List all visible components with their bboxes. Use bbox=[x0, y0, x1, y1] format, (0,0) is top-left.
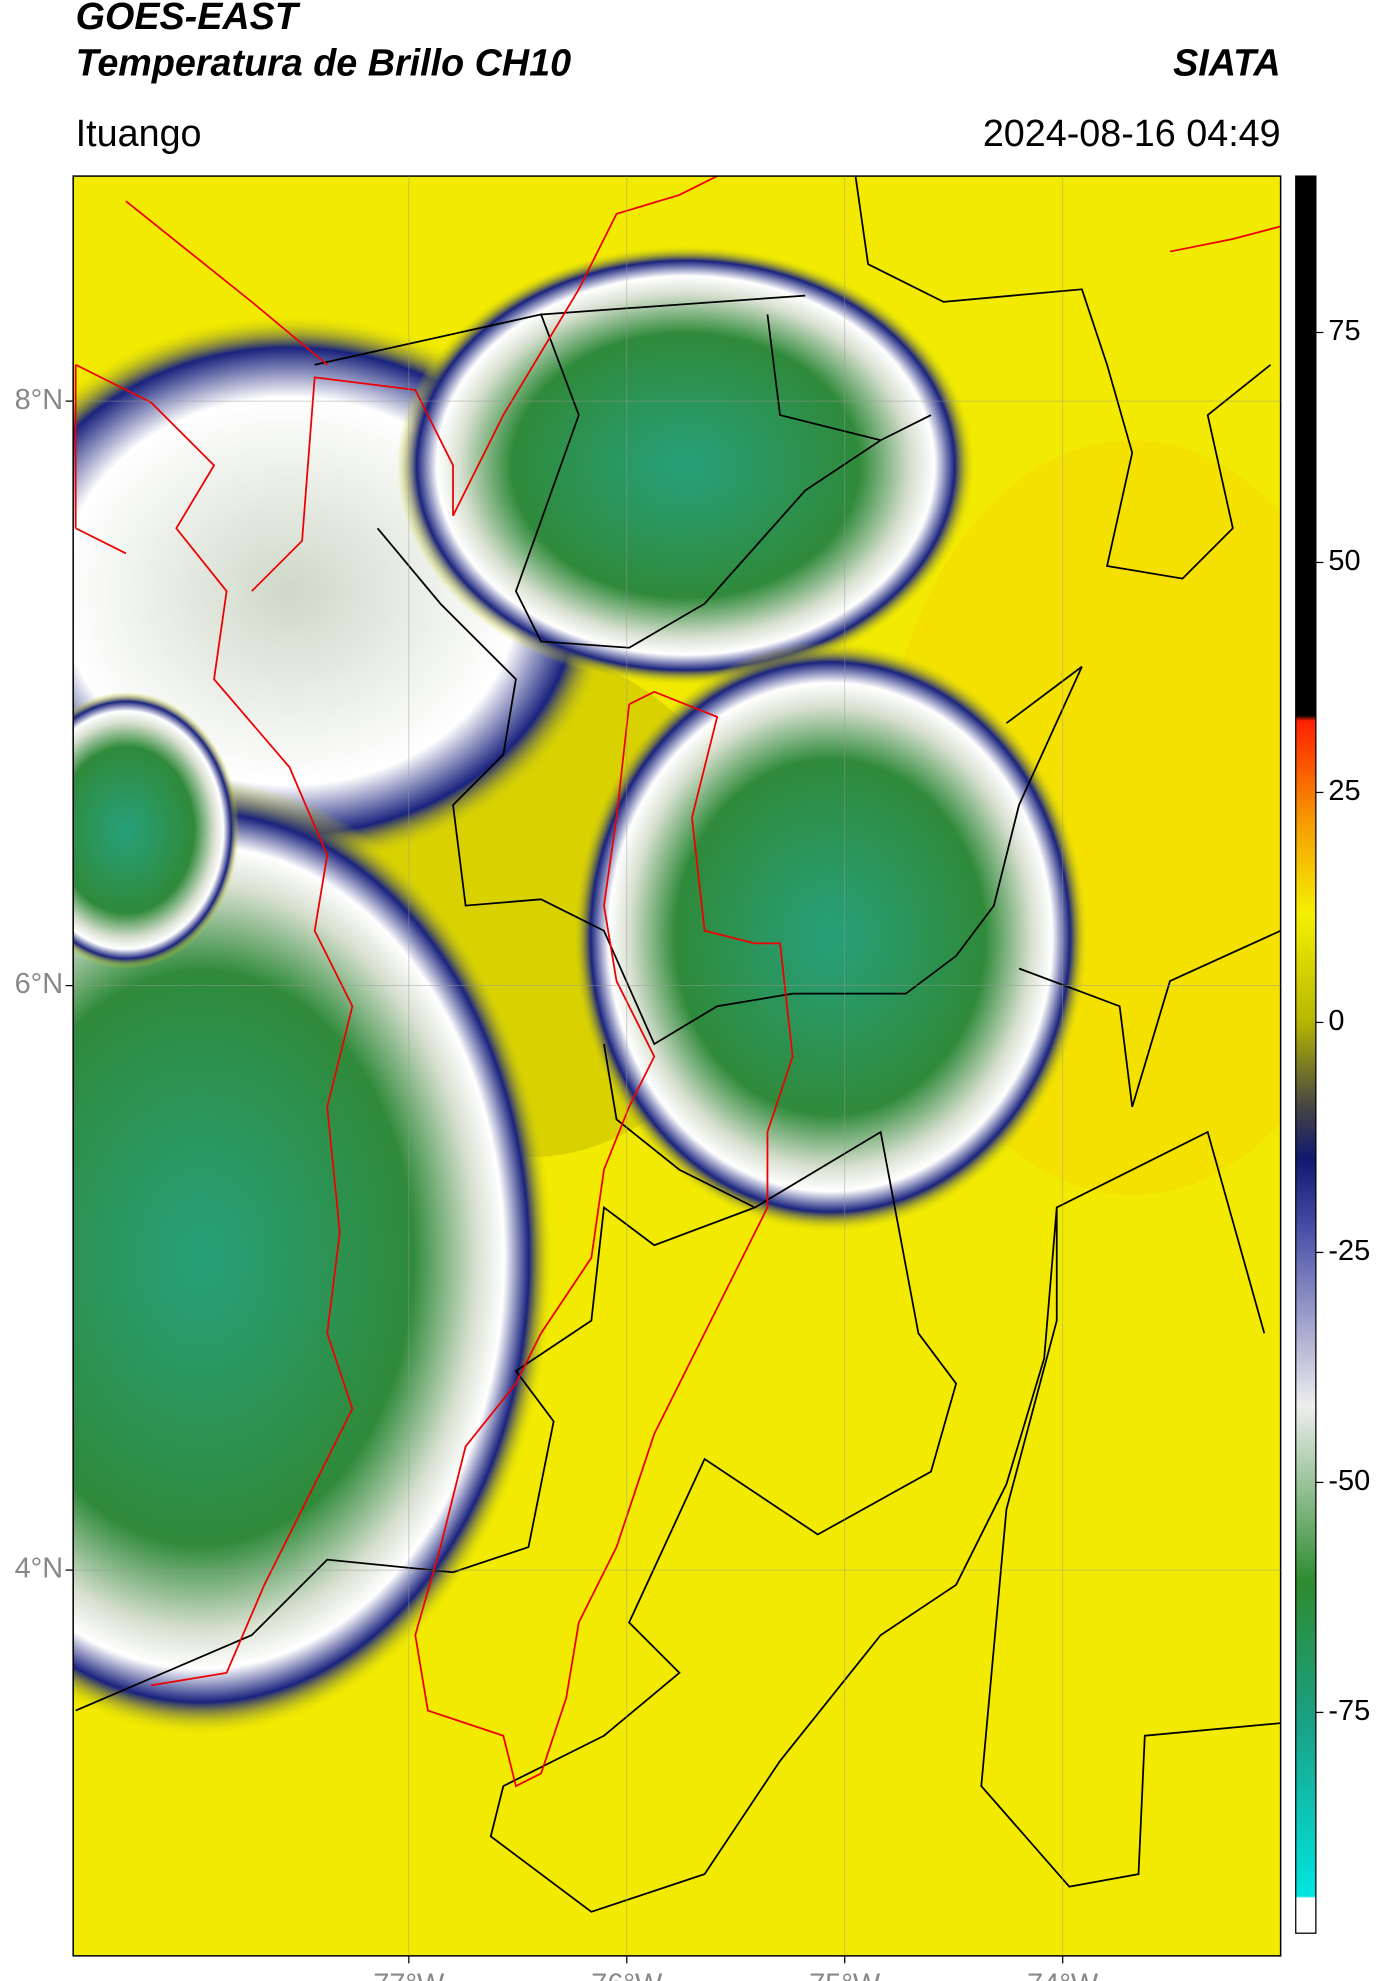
location: Ituango bbox=[76, 112, 202, 154]
y-tick-label: 6°N bbox=[15, 968, 64, 1000]
datetime: 2024-08-16 04:49 bbox=[983, 112, 1281, 154]
x-tick-label: 74°W bbox=[1027, 1969, 1099, 1981]
x-tick-label: 75°W bbox=[809, 1969, 881, 1981]
subtitle: Temperatura de Brillo CH10 bbox=[76, 41, 571, 83]
x-tick-label: 77°W bbox=[373, 1969, 445, 1981]
colorbar-tick-label: 0 bbox=[1328, 1005, 1344, 1037]
map-frame bbox=[72, 175, 1282, 1957]
y-tick-label: 4°N bbox=[15, 1553, 64, 1585]
colorbar-tick-label: -75 bbox=[1328, 1695, 1370, 1727]
colorbar-tick-label: -25 bbox=[1328, 1235, 1370, 1267]
title: GOES-EAST bbox=[76, 0, 301, 37]
satellite-image bbox=[73, 176, 1281, 1956]
brand: SIATA bbox=[1173, 41, 1281, 83]
colorbar-tick-label: -50 bbox=[1328, 1465, 1370, 1497]
colorbar-tick-label: 25 bbox=[1328, 775, 1360, 807]
colorbar-tick-label: 75 bbox=[1328, 315, 1360, 347]
y-tick-label: 8°N bbox=[15, 384, 64, 416]
x-tick-label: 76°W bbox=[591, 1969, 663, 1981]
colorbar bbox=[1295, 175, 1317, 1934]
colorbar-tick-label: 50 bbox=[1328, 545, 1360, 577]
